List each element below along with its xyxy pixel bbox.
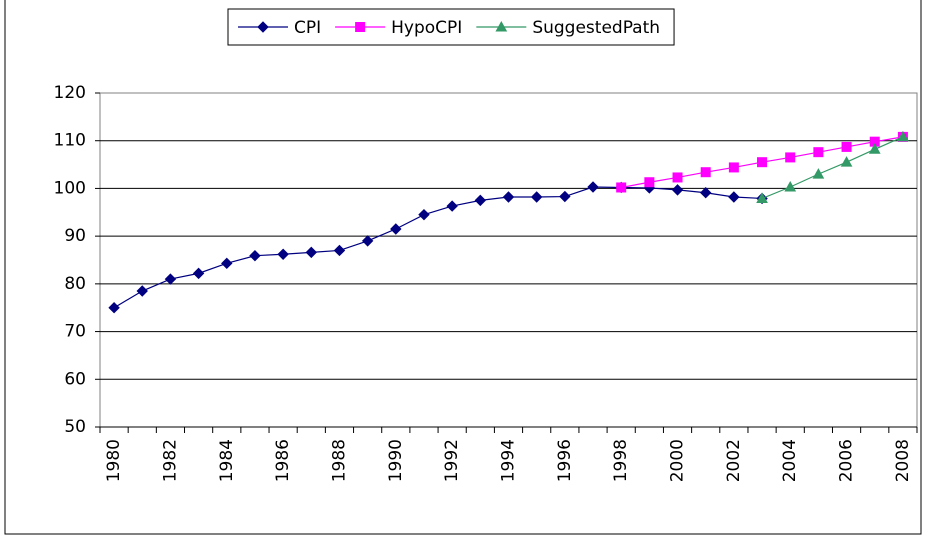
- marker: [616, 182, 627, 193]
- marker: [221, 257, 233, 270]
- legend-label: SuggestedPath: [532, 18, 660, 38]
- marker: [840, 156, 853, 167]
- y-tick-label: 70: [64, 322, 86, 342]
- marker: [728, 191, 740, 203]
- x-tick-label: 2008: [893, 439, 913, 482]
- marker: [257, 21, 269, 33]
- y-tick-label: 110: [54, 131, 86, 151]
- y-tick-label: 80: [64, 274, 86, 294]
- x-tick-label: 1996: [555, 439, 575, 482]
- marker: [784, 180, 797, 192]
- x-tick-label: 2004: [780, 439, 800, 482]
- marker: [390, 223, 402, 235]
- marker: [868, 143, 881, 154]
- x-tick-label: 2000: [668, 439, 688, 482]
- marker: [249, 249, 261, 262]
- marker: [333, 244, 346, 257]
- marker: [164, 273, 177, 285]
- marker: [672, 172, 683, 183]
- x-tick-label: 1982: [160, 439, 180, 482]
- marker: [897, 130, 909, 142]
- x-tick-label: 1984: [217, 439, 237, 482]
- marker: [530, 191, 543, 203]
- x-tick-label: 1986: [273, 439, 293, 482]
- marker: [355, 22, 366, 32]
- marker: [728, 162, 739, 173]
- y-tick-label: 120: [54, 83, 86, 103]
- x-tick-label: 2006: [837, 439, 857, 482]
- marker: [559, 190, 571, 203]
- marker: [841, 141, 852, 152]
- marker: [418, 208, 430, 221]
- marker: [671, 184, 684, 196]
- marker: [446, 200, 458, 212]
- marker: [587, 181, 599, 193]
- marker: [277, 248, 289, 260]
- marker: [813, 147, 824, 158]
- marker: [785, 152, 796, 163]
- legend-box: [227, 8, 675, 46]
- y-tick-label: 90: [64, 226, 86, 246]
- plot-area: [99, 92, 918, 428]
- y-tick-label: 60: [64, 369, 86, 389]
- marker: [192, 267, 205, 280]
- marker: [136, 285, 148, 297]
- y-tick-label: 50: [64, 417, 86, 437]
- x-tick-label: 1988: [329, 439, 349, 482]
- x-tick-label: 2002: [724, 439, 744, 482]
- legend: CPI HypoCPI SuggestedPath: [227, 8, 675, 46]
- marker: [502, 191, 515, 203]
- marker: [699, 187, 712, 199]
- marker: [757, 157, 768, 168]
- marker: [495, 20, 508, 32]
- x-tick-label: 1990: [386, 439, 406, 482]
- marker: [361, 235, 374, 247]
- series-line: [761, 136, 904, 200]
- marker: [700, 167, 711, 178]
- x-tick-label: 1980: [104, 439, 124, 482]
- marker: [108, 302, 120, 314]
- marker: [756, 192, 768, 203]
- y-tick-label: 100: [54, 178, 86, 198]
- x-tick-label: 1992: [442, 439, 462, 482]
- marker: [305, 246, 318, 259]
- marker: [812, 168, 825, 179]
- x-tick-label: 1994: [499, 439, 519, 482]
- marker: [474, 194, 487, 207]
- x-tick-label: 1998: [611, 439, 631, 482]
- legend-label: CPI: [294, 18, 321, 38]
- marker: [644, 177, 655, 188]
- legend-label: HypoCPI: [391, 18, 462, 38]
